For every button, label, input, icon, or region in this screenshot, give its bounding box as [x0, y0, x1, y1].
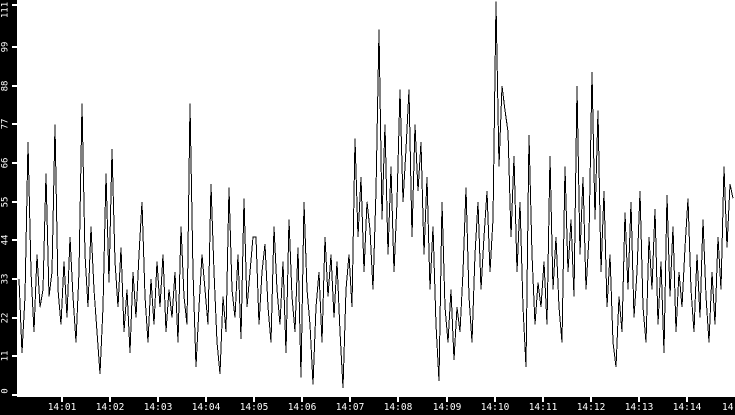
- x-tick: [638, 397, 640, 402]
- x-tick-label: 14:01: [47, 402, 77, 413]
- x-axis-strip: 14:01 14:02 14:03 14:04 14:05 14:06 14:07 14:08…: [0, 397, 735, 415]
- y-tick: [12, 355, 17, 357]
- y-tick: [12, 201, 17, 203]
- x-tick: [61, 397, 63, 402]
- y-tick-label: 111: [0, 1, 11, 19]
- x-tick-label: 14:07: [335, 402, 365, 413]
- x-tick: [301, 397, 303, 402]
- x-tick-label: 14:04: [191, 402, 221, 413]
- x-tick: [590, 397, 592, 402]
- chart-plot-area: [18, 1, 734, 389]
- y-tick-label: 55: [0, 196, 11, 208]
- y-tick: [12, 4, 17, 6]
- x-tick: [157, 397, 159, 402]
- x-tick-label: 14:13: [624, 402, 654, 413]
- y-tick: [12, 85, 17, 87]
- y-tick-label: 66: [0, 157, 11, 169]
- x-tick: [397, 397, 399, 402]
- x-tick-label-partial: 14: [722, 402, 734, 413]
- x-tick: [205, 397, 207, 402]
- x-tick-label: 14:11: [528, 402, 558, 413]
- y-tick-label: 77: [0, 119, 11, 130]
- x-tick: [542, 397, 544, 402]
- y-tick-label: 22: [0, 312, 11, 324]
- y-tick: [12, 46, 17, 48]
- y-tick-label: 44: [0, 235, 11, 246]
- y-tick-label: 0: [0, 388, 11, 394]
- x-tick-label: 14:14: [672, 402, 702, 413]
- x-tick: [494, 397, 496, 402]
- y-axis-strip: 0 11 22 33 44 55 66 77 88 99 111: [0, 0, 17, 397]
- x-tick-label: 14:09: [432, 402, 462, 413]
- x-tick: [446, 397, 448, 402]
- y-tick-label: 88: [0, 80, 11, 92]
- x-tick-label: 14:08: [383, 402, 413, 413]
- data-line: [18, 1, 734, 389]
- y-tick: [12, 317, 17, 319]
- x-tick: [109, 397, 111, 402]
- x-tick: [349, 397, 351, 402]
- y-tick: [12, 394, 17, 396]
- y-tick: [12, 162, 17, 164]
- x-tick: [253, 397, 255, 402]
- y-tick-label: 33: [0, 273, 11, 285]
- x-tick-label: 14:12: [576, 402, 606, 413]
- chart-canvas: [18, 1, 734, 389]
- x-tick: [686, 397, 688, 402]
- y-tick: [12, 123, 17, 125]
- x-tick-label: 14:10: [480, 402, 510, 413]
- x-tick-label: 14:03: [143, 402, 173, 413]
- y-tick: [12, 239, 17, 241]
- y-tick-label: 99: [0, 41, 11, 53]
- y-tick: [12, 278, 17, 280]
- y-tick-label: 11: [0, 350, 11, 362]
- x-tick-label: 14:05: [239, 402, 269, 413]
- x-tick-label: 14:02: [95, 402, 125, 413]
- x-tick-label: 14:06: [287, 402, 317, 413]
